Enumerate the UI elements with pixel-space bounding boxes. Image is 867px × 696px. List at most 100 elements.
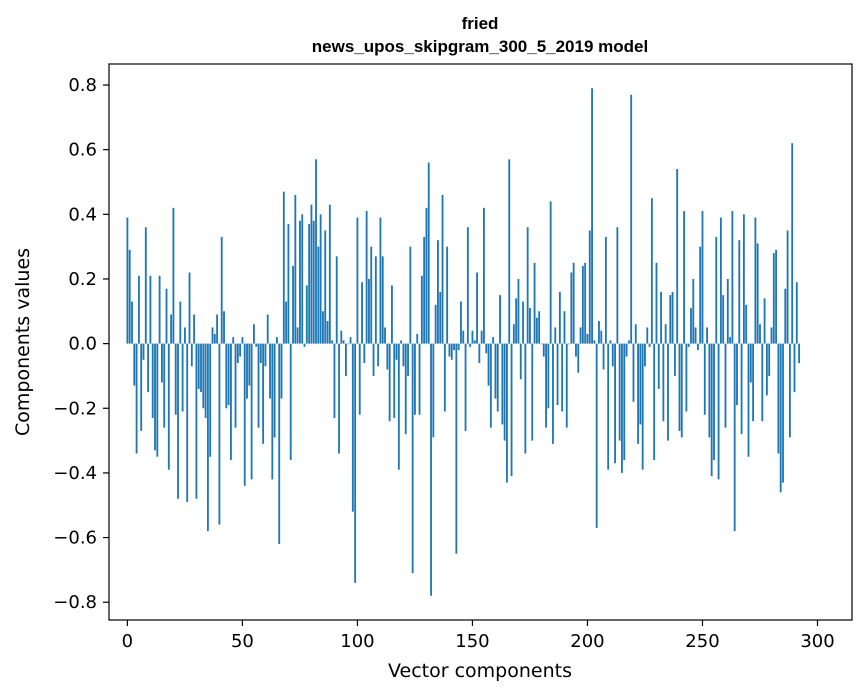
bar	[494, 343, 497, 399]
bar	[630, 94, 633, 344]
bar	[393, 343, 396, 418]
bar	[450, 343, 453, 360]
bar	[489, 343, 492, 428]
bar	[646, 327, 649, 344]
bar	[416, 333, 419, 344]
bar	[232, 337, 235, 344]
bar	[128, 249, 131, 344]
bar	[206, 343, 209, 532]
bar	[441, 194, 444, 344]
bar	[246, 343, 248, 399]
bar	[522, 301, 524, 344]
bar	[342, 340, 345, 344]
bar	[365, 211, 368, 344]
bar	[407, 343, 409, 376]
bar	[131, 301, 133, 344]
bar	[558, 291, 561, 344]
bar	[777, 343, 780, 454]
bar	[478, 343, 481, 364]
bar	[446, 246, 449, 344]
bar	[552, 343, 554, 444]
bar	[614, 343, 616, 464]
bar	[338, 343, 340, 454]
bar	[572, 262, 575, 344]
bar	[287, 224, 290, 344]
bar	[664, 324, 667, 344]
bar	[126, 217, 129, 344]
bar	[142, 343, 145, 360]
bar	[765, 343, 768, 396]
bar	[690, 308, 692, 344]
bar	[241, 337, 244, 344]
bar	[347, 343, 350, 345]
bar	[425, 207, 428, 344]
bar	[294, 194, 297, 344]
x-axis-label: Vector components	[388, 660, 572, 682]
bar	[223, 311, 225, 344]
bar	[531, 343, 534, 441]
bar	[368, 278, 370, 344]
bar	[220, 236, 223, 344]
bar	[395, 343, 398, 360]
bar	[581, 266, 584, 344]
bar	[289, 343, 292, 460]
plot-area-frame	[108, 63, 853, 621]
bar	[174, 343, 177, 415]
bar	[648, 343, 651, 347]
bar	[763, 298, 766, 344]
bar	[448, 343, 451, 357]
bar	[708, 343, 711, 438]
bar	[584, 262, 587, 344]
bar	[540, 343, 543, 345]
bar	[156, 343, 159, 457]
bar	[437, 240, 439, 344]
bar	[632, 343, 635, 402]
bar	[278, 343, 281, 545]
bar	[519, 343, 522, 380]
bar	[515, 298, 518, 344]
bar	[480, 330, 483, 344]
bar	[333, 343, 336, 418]
bar	[618, 343, 621, 441]
bar	[420, 275, 423, 344]
bar	[678, 343, 681, 431]
bar	[570, 272, 573, 344]
bar	[317, 246, 320, 344]
bar	[356, 217, 359, 344]
bar	[391, 285, 393, 344]
bar	[676, 169, 679, 344]
bar	[538, 311, 541, 344]
bar	[644, 343, 646, 367]
bar	[795, 282, 798, 344]
bar	[285, 301, 288, 344]
bar	[163, 343, 166, 428]
bar	[563, 311, 566, 344]
bar	[312, 220, 315, 344]
bar	[328, 204, 331, 344]
bar	[625, 343, 628, 357]
bar	[257, 343, 260, 428]
bar	[377, 343, 380, 367]
bar	[549, 201, 552, 344]
bar	[669, 295, 672, 344]
bar	[259, 343, 262, 364]
bar	[305, 285, 308, 344]
bar	[158, 275, 161, 344]
bar	[147, 343, 150, 393]
bar	[397, 343, 400, 470]
bar	[209, 343, 212, 457]
bar	[641, 343, 644, 470]
bar	[600, 330, 603, 344]
bar	[299, 220, 301, 344]
bar	[747, 343, 750, 457]
bar	[172, 207, 175, 344]
bar	[740, 343, 743, 435]
bar	[791, 143, 794, 344]
bar	[292, 266, 294, 344]
bar	[667, 343, 669, 441]
bar	[756, 243, 759, 344]
bar	[381, 256, 384, 344]
bar	[262, 343, 265, 444]
x-tick-label: 50	[231, 631, 254, 652]
